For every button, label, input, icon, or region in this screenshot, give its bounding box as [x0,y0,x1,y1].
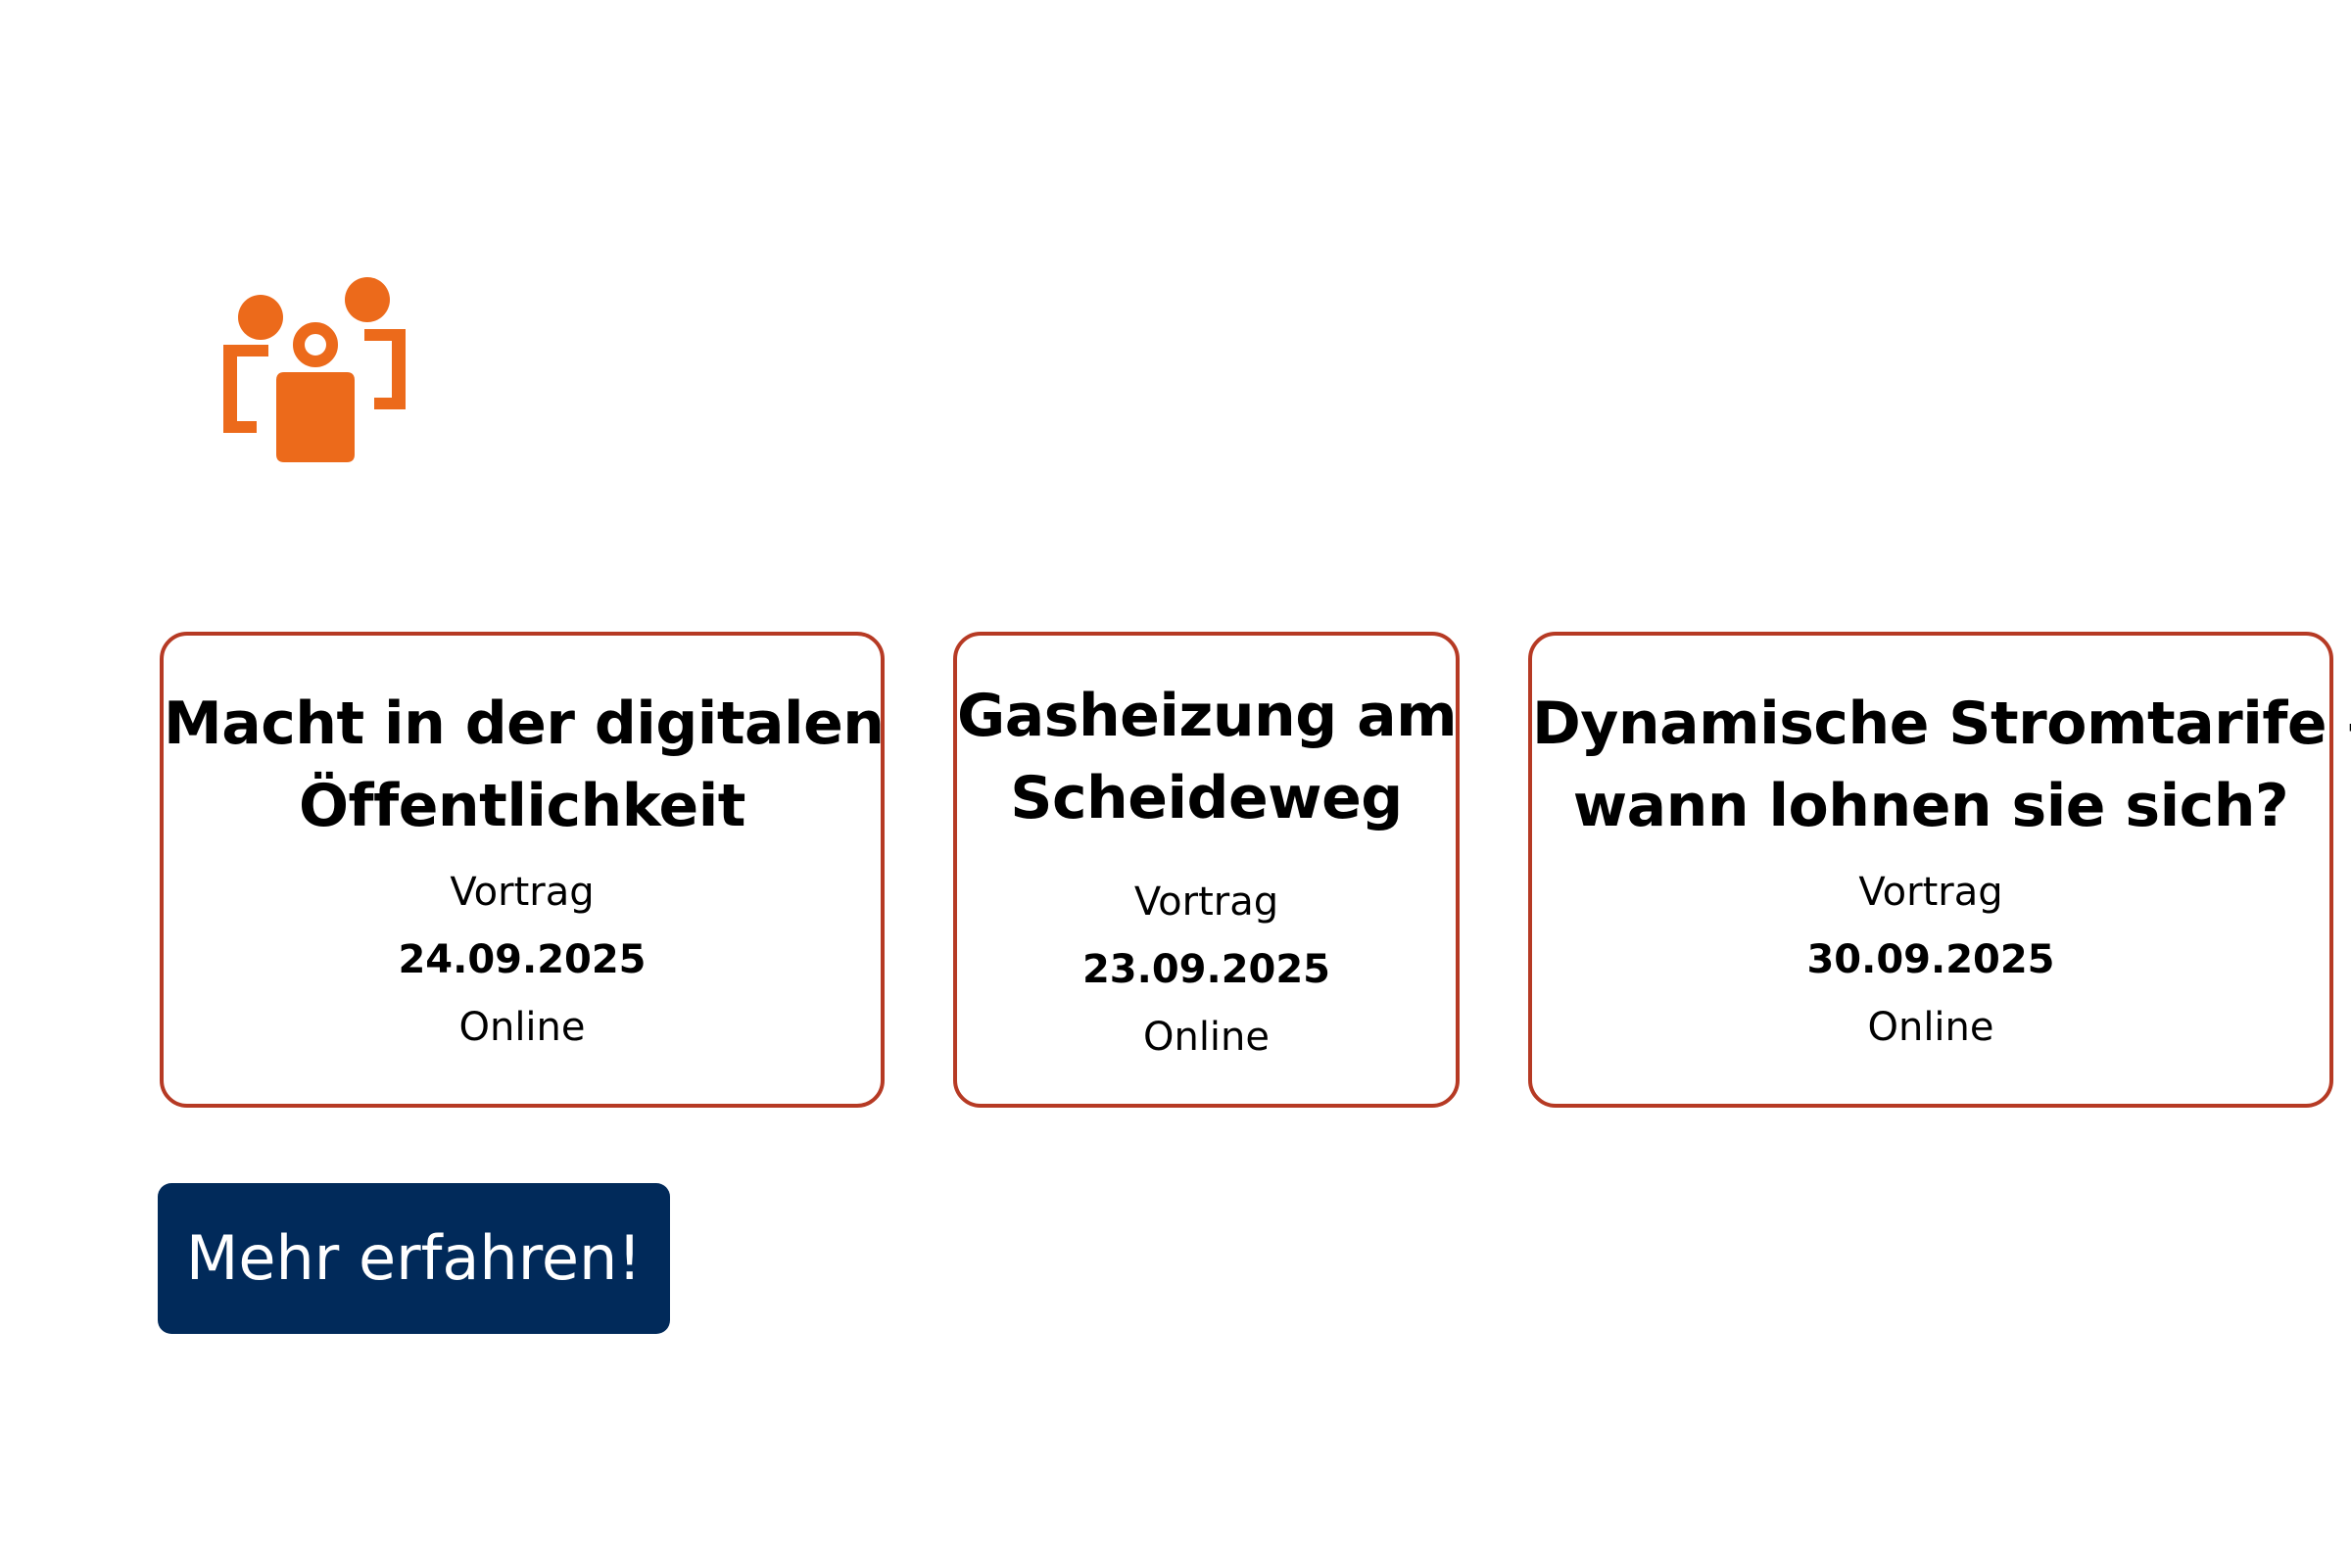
learn-more-button[interactable]: Mehr erfahren! [158,1183,670,1334]
event-title: Gasheizung am Scheideweg [957,682,1458,832]
event-type: Vortrag [1133,879,1279,925]
event-type: Vortrag [1858,870,2003,915]
event-title: Macht in der digitalen Öffentlichkeit [164,689,885,840]
event-date: 30.09.2025 [1806,937,2055,982]
event-location: Online [1867,1005,1994,1050]
event-location: Online [458,1005,586,1050]
event-card-2[interactable]: Gasheizung am Scheideweg Vortrag 23.09.2… [953,632,1460,1108]
event-date: 23.09.2025 [1081,947,1331,992]
event-location: Online [1142,1015,1271,1060]
event-type: Vortrag [450,870,595,915]
group-people-icon [219,270,411,462]
event-card-1[interactable]: Macht in der digitalen Öffentlichkeit Vo… [160,632,885,1108]
event-date: 24.09.2025 [398,937,647,982]
event-card-3[interactable]: Dynamische Stromtarife – wann lohnen sie… [1528,632,2351,1108]
event-title: Dynamische Stromtarife – wann lohnen sie… [1532,689,2351,840]
